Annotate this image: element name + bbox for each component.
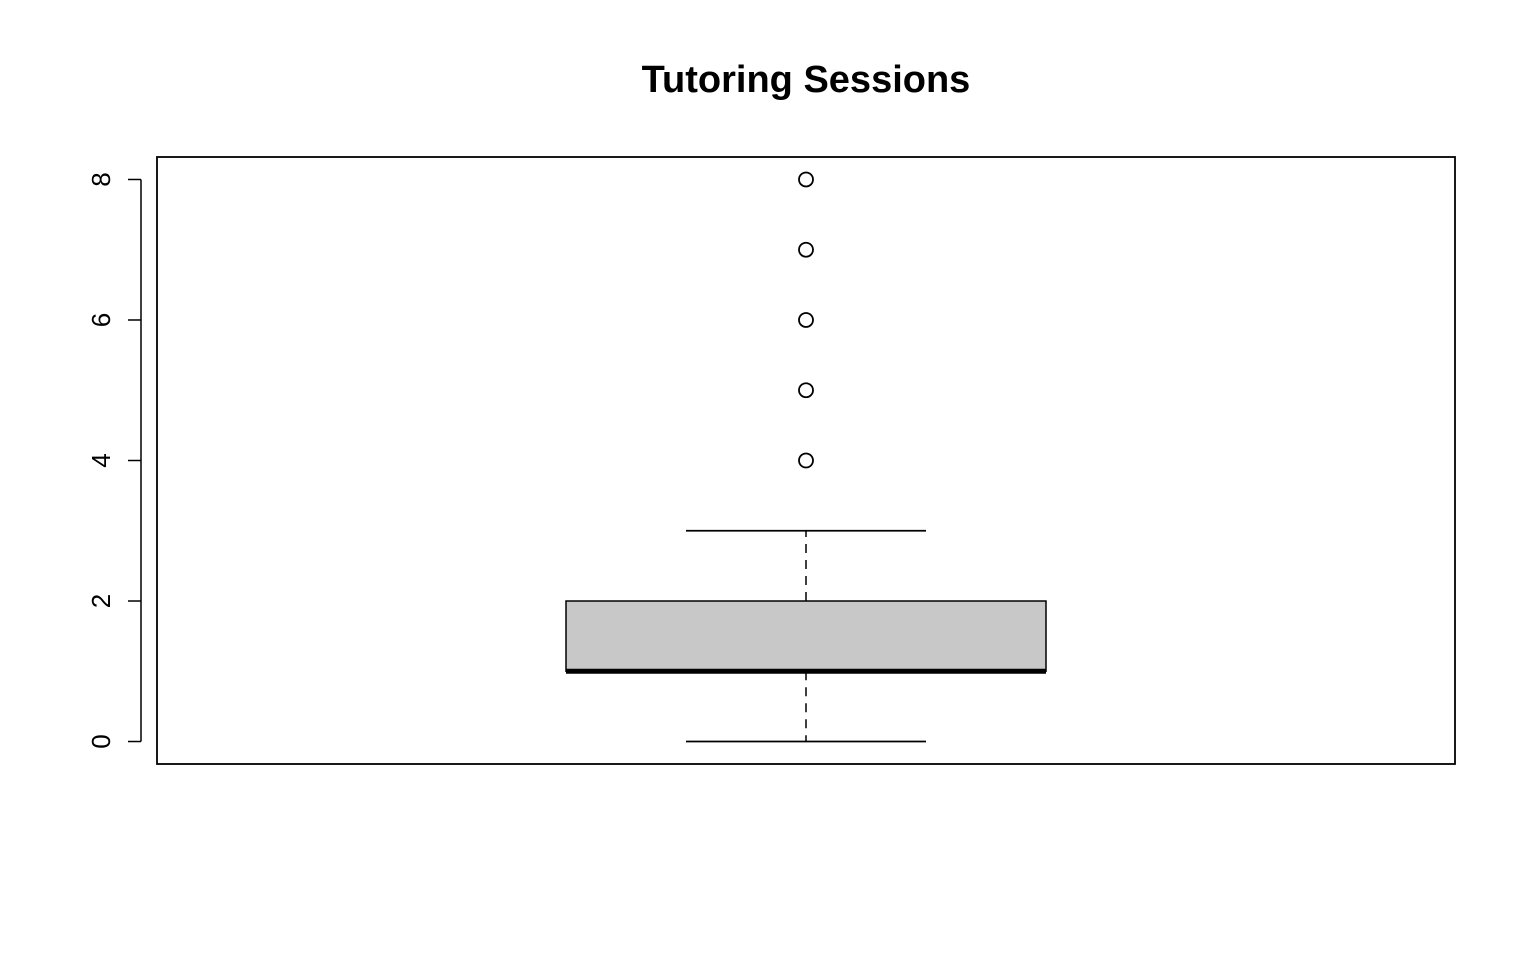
outlier-point (798, 171, 814, 188)
y-tick-label: 4 (86, 453, 116, 467)
box-group (565, 529, 1047, 743)
y-axis: 0 2 4 6 8 (86, 172, 142, 749)
y-tick-label: 6 (86, 313, 116, 327)
chart-title: Tutoring Sessions (642, 59, 971, 101)
outlier-point (798, 452, 814, 469)
iqr-box (565, 600, 1047, 673)
outlier-point (798, 382, 814, 399)
y-tick-label: 8 (86, 172, 116, 186)
outlier-point (798, 312, 814, 328)
y-tick-label: 0 (86, 734, 116, 748)
outlier-group (798, 171, 814, 469)
y-tick-label: 2 (86, 594, 116, 608)
plot-frame (156, 156, 1456, 765)
outlier-point (798, 241, 814, 258)
